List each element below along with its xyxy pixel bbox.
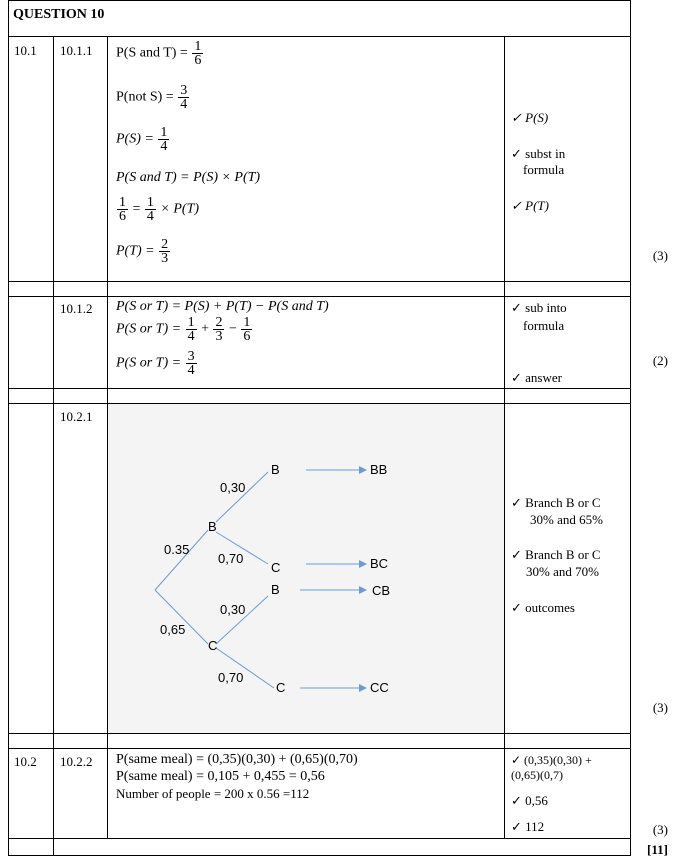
grid-v0 [8, 0, 9, 856]
memo-10-2-2-c: ✓ 0,56 [511, 793, 548, 808]
tree-branch-b-prob: 0.35 [164, 542, 189, 557]
grid-v-last [630, 0, 631, 856]
total-marks: [11] [647, 842, 668, 857]
eq-1022-line-1: P(same meal) = (0,35)(0,30) + (0,65)(0,7… [116, 752, 358, 767]
memo-10-2-1-d: 30% and 70% [526, 564, 599, 579]
grid-top [8, 0, 631, 1]
tree-node-c: C [208, 638, 217, 653]
grid-h6 [8, 733, 631, 734]
memo-10-1-1-c: formula [523, 162, 565, 177]
eq-1022-line-3: Number of people = 200 x 0.56 =112 [116, 786, 310, 801]
memo-10-2-1-e: ✓ outcomes [511, 600, 575, 615]
tree-leaf-c1: C [271, 560, 280, 575]
grid-h7 [8, 748, 631, 749]
memo-10-1-1-b: ✓ subst in [511, 146, 566, 161]
memo-10-2-2-b: (0,65)(0,7) [511, 768, 563, 782]
memo-10-2-1-a: ✓ Branch B or C [511, 495, 601, 510]
question-number-10-2: 10.2 [14, 754, 37, 769]
grid-h5 [8, 403, 631, 404]
memo-10-2-1-c: ✓ Branch B or C [511, 547, 601, 562]
grid-v1 [53, 36, 54, 856]
memo-10-1-2-b: formula [523, 318, 565, 333]
memo-10-2-2-a: ✓ (0,35)(0,30) + [511, 753, 592, 767]
memo-10-1-1-a: ✓ P(S) [511, 110, 549, 125]
grid-bottom [8, 855, 631, 856]
tree-node-b: B [208, 519, 217, 534]
subquestion-10-2-1: 10.2.1 [60, 409, 93, 424]
tree-outcome-bc: BC [370, 556, 388, 571]
memo-10-1-2-a: ✓ sub into [511, 300, 567, 315]
memo-10-2-1-b: 30% and 65% [530, 512, 603, 527]
tree-outcome-bb: BB [370, 462, 387, 477]
eq-line-4: P(S and T) = P(S) × P(T) [116, 170, 261, 185]
tree-cb-prob: 0,30 [220, 602, 245, 617]
subquestion-10-2-2: 10.2.2 [60, 754, 93, 769]
grid-h1 [8, 36, 631, 37]
grid-h2 [8, 281, 631, 282]
subquestion-10-1-1: 10.1.1 [60, 43, 93, 58]
memo-10-1-2-c: ✓ answer [511, 370, 562, 385]
grid-v3 [504, 36, 505, 839]
tree-diagram: 0.35 0,65 B C 0,30 0,70 0,30 0,70 B C B … [154, 462, 390, 695]
marks-10-1-2: (2) [652, 353, 668, 368]
marks-10-2-1: (3) [652, 700, 668, 715]
tree-bb-prob: 0,30 [220, 480, 245, 495]
eq-1012-line-1: P(S or T) = P(S) + P(T) − P(S and T) [116, 299, 329, 314]
marks-10-1-1: (3) [652, 248, 668, 263]
tree-outcome-cb: CB [372, 583, 390, 598]
tree-branch-c-prob: 0,65 [160, 622, 185, 637]
subquestion-10-1-2: 10.1.2 [60, 301, 93, 316]
grid-h3 [8, 296, 631, 297]
grid-v2 [107, 36, 108, 839]
question-number-10-1: 10.1 [14, 43, 37, 58]
tree-outcome-cc: CC [370, 680, 389, 695]
tree-bc-prob: 0,70 [218, 551, 243, 566]
memo-10-1-1-d: ✓ P(T) [511, 198, 549, 213]
tree-cc-prob: 0,70 [218, 670, 243, 685]
tree-leaf-b2: B [271, 582, 280, 597]
eq-1022-line-2: P(same meal) = 0,105 + 0,455 = 0,56 [116, 769, 325, 784]
question-title: QUESTION 10 [13, 7, 105, 22]
grid-h8 [8, 838, 631, 839]
tree-leaf-b1: B [271, 462, 280, 477]
marks-10-2-2: (3) [652, 822, 668, 837]
tree-leaf-c2: C [276, 680, 285, 695]
grid-h4 [8, 388, 631, 389]
memo-10-2-2-d: ✓ 112 [511, 819, 545, 834]
